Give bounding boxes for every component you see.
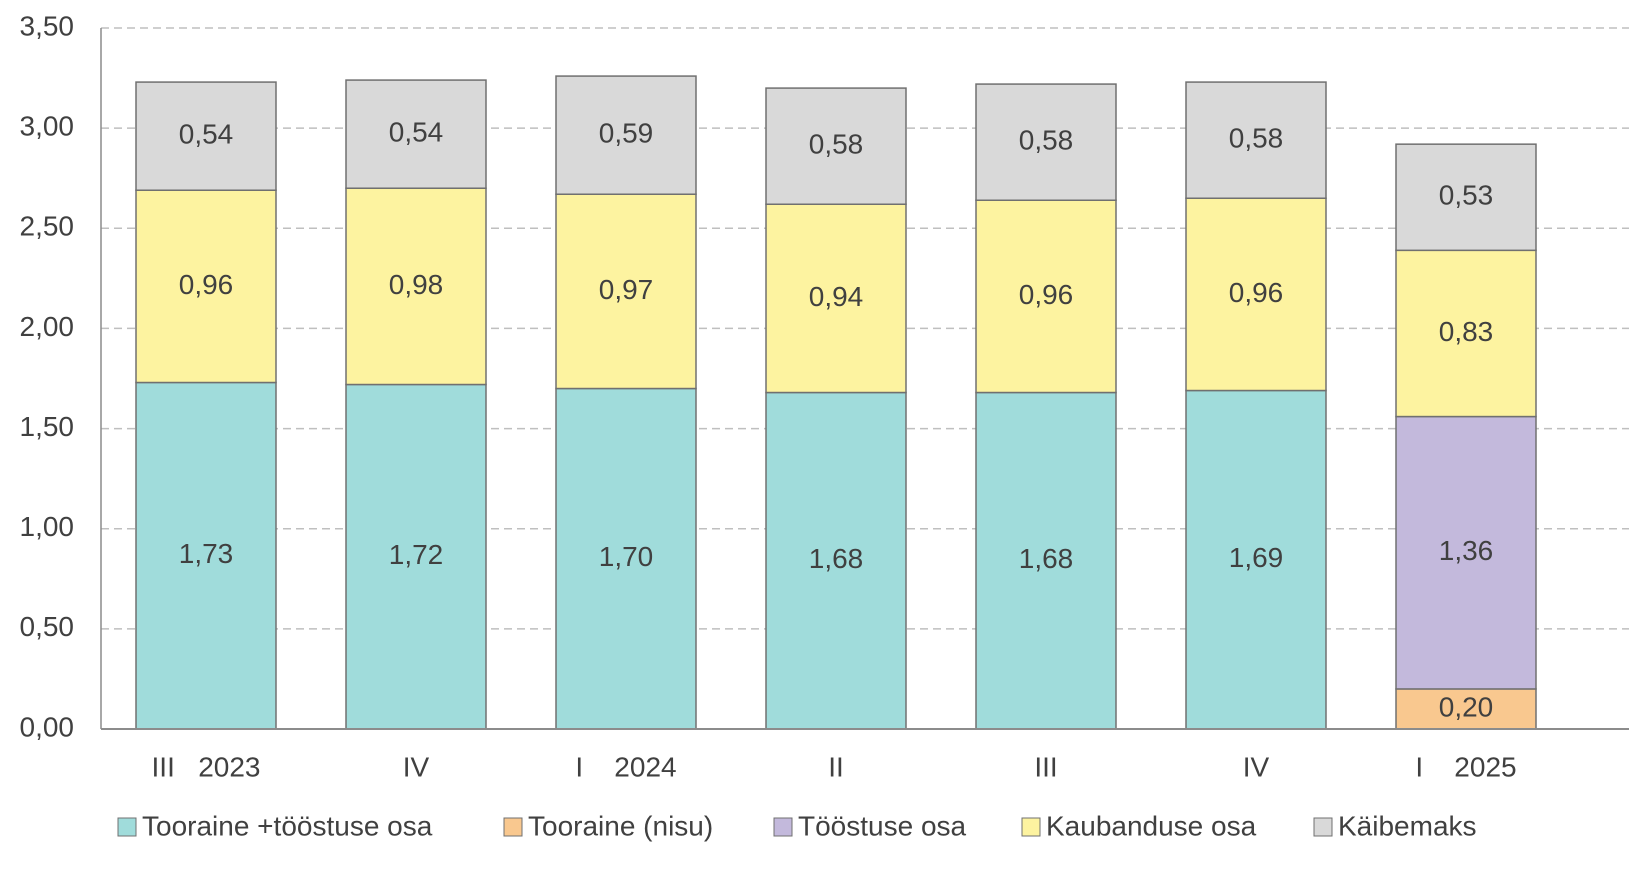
bar-segment xyxy=(1185,389,1327,730)
bar-segment xyxy=(555,75,697,195)
bar-segment xyxy=(555,387,697,730)
bar-segment xyxy=(1395,415,1537,690)
value-label: 1,70 xyxy=(599,541,654,572)
value-label: 0,96 xyxy=(1019,279,1074,310)
bar-segment xyxy=(765,391,907,730)
bar-segment xyxy=(975,391,1117,730)
x-tick-label: I 2025 xyxy=(1415,751,1516,782)
bar-segment xyxy=(1395,249,1537,418)
y-tick-label: 3,00 xyxy=(20,111,75,142)
legend-swatch xyxy=(117,817,137,837)
y-tick-label: 0,00 xyxy=(20,711,75,742)
legend-label: Kaubanduse osa xyxy=(1046,810,1257,841)
legend-swatch xyxy=(1021,817,1041,837)
bar-segment xyxy=(555,193,697,390)
value-label: 0,20 xyxy=(1439,691,1494,722)
bar-segment xyxy=(1395,143,1537,252)
value-label: 0,96 xyxy=(1229,277,1284,308)
x-tick-label: IV xyxy=(1243,751,1270,782)
legend-label: Tooraine (nisu) xyxy=(528,810,713,841)
x-tick-label: IV xyxy=(403,751,430,782)
bar-segment xyxy=(135,81,277,191)
value-label: 1,69 xyxy=(1229,542,1284,573)
x-tick-label: III 2023 xyxy=(152,751,261,782)
bar-segment xyxy=(1395,688,1537,730)
value-label: 0,58 xyxy=(809,129,864,160)
bar-segment xyxy=(765,87,907,206)
legend-swatch xyxy=(1313,817,1333,837)
value-label: 0,97 xyxy=(599,274,654,305)
value-label: 0,53 xyxy=(1439,180,1494,211)
legend-label: Tooraine +tööstuse osa xyxy=(142,810,433,841)
x-tick-label: III xyxy=(1034,751,1057,782)
bar-segment xyxy=(975,199,1117,394)
bar-segment xyxy=(345,383,487,730)
value-label: 1,36 xyxy=(1439,535,1494,566)
value-label: 0,58 xyxy=(1229,123,1284,154)
y-tick-label: 1,00 xyxy=(20,511,75,542)
value-label: 0,54 xyxy=(389,117,444,148)
value-label: 1,73 xyxy=(179,538,234,569)
value-label: 0,83 xyxy=(1439,316,1494,347)
bar-segment xyxy=(135,189,277,384)
value-label: 1,68 xyxy=(1019,543,1074,574)
legend-swatch xyxy=(773,817,793,837)
bar-segment xyxy=(975,83,1117,201)
legend-label: Käibemaks xyxy=(1338,810,1477,841)
y-tick-label: 1,50 xyxy=(20,411,75,442)
x-tick-label: I 2024 xyxy=(575,751,676,782)
y-tick-label: 3,50 xyxy=(20,10,75,41)
bar-segment xyxy=(345,79,487,189)
y-tick-label: 2,00 xyxy=(20,311,75,342)
bar-segment xyxy=(1185,197,1327,392)
y-tick-label: 0,50 xyxy=(20,611,75,642)
value-label: 0,54 xyxy=(179,119,234,150)
bar-segment xyxy=(135,381,277,730)
y-tick-label: 2,50 xyxy=(20,211,75,242)
legend-label: Tööstuse osa xyxy=(798,810,967,841)
value-label: 0,96 xyxy=(179,269,234,300)
value-label: 0,58 xyxy=(1019,125,1074,156)
bar-segment xyxy=(1185,81,1327,199)
value-label: 0,94 xyxy=(809,281,864,312)
value-label: 0,98 xyxy=(389,269,444,300)
value-label: 1,72 xyxy=(389,539,444,570)
x-tick-label: II xyxy=(828,751,844,782)
value-label: 1,68 xyxy=(809,543,864,574)
value-label: 0,59 xyxy=(599,118,654,149)
legend-swatch xyxy=(503,817,523,837)
